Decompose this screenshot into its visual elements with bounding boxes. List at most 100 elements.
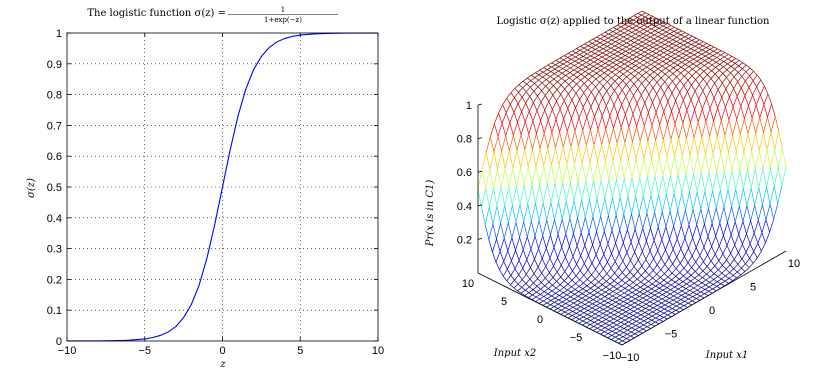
mesh-segment: [685, 32, 689, 35]
mesh-segment: [532, 291, 537, 296]
mesh-segment: [595, 309, 600, 312]
mesh-segment: [583, 87, 589, 93]
mesh-segment: [610, 45, 616, 49]
mesh-segment: [734, 68, 739, 73]
mesh-segment: [589, 292, 594, 296]
mesh-segment: [645, 40, 650, 45]
mesh-segment: [661, 239, 666, 251]
mesh-segment: [539, 296, 544, 300]
mesh-segment: [597, 61, 602, 65]
mesh-segment: [622, 42, 627, 46]
mesh-segment: [583, 278, 588, 284]
mesh-segment: [623, 32, 628, 36]
mesh-segment: [781, 166, 787, 186]
mesh-segment: [705, 108, 711, 122]
mesh-segment: [611, 335, 616, 338]
mesh-segment: [507, 205, 513, 223]
mesh-segment: [593, 326, 598, 329]
mesh-segment: [657, 302, 662, 306]
mesh-segment: [689, 58, 694, 62]
mesh-segment: [617, 89, 623, 97]
mesh-segment: [630, 333, 635, 337]
mesh-segment: [555, 147, 560, 165]
mesh-segment: [669, 239, 674, 250]
mesh-segment: [680, 225, 686, 239]
mesh-segment: [739, 118, 745, 135]
mesh-segment: [659, 312, 665, 316]
mesh-segment: [725, 264, 731, 270]
mesh-segment: [579, 275, 585, 281]
mesh-segment: [586, 57, 591, 61]
mesh-segment: [612, 291, 617, 294]
mesh-segment: [636, 281, 642, 286]
mesh-segment: [642, 228, 647, 242]
mesh-segment: [660, 42, 665, 45]
mesh-segment: [629, 89, 634, 96]
mesh-segment: [626, 266, 631, 273]
mesh-segment: [690, 280, 695, 284]
mesh-segment: [734, 234, 740, 246]
mesh-segment: [753, 220, 759, 234]
mesh-segment: [619, 230, 624, 243]
mesh-segment: [583, 51, 588, 55]
mesh-segment: [528, 110, 534, 122]
mesh-segment: [570, 294, 575, 298]
mesh-segment: [650, 292, 655, 296]
mesh-segment: [656, 264, 662, 271]
mesh-segment: [618, 40, 624, 44]
mesh-segment: [688, 237, 693, 249]
mesh-segment: [722, 69, 728, 74]
mesh-segment: [526, 259, 531, 268]
mesh-segment: [600, 67, 605, 71]
mesh-segment: [558, 70, 563, 74]
mesh-segment: [492, 223, 497, 240]
mesh-segment: [590, 285, 595, 289]
mesh-segment: [629, 271, 634, 277]
mesh-segment: [608, 322, 614, 326]
mesh-segment: [635, 294, 640, 297]
mesh-segment: [729, 268, 734, 273]
mesh-segment: [704, 172, 710, 192]
mesh-segment: [708, 284, 714, 288]
mesh-segment: [500, 223, 505, 239]
mesh-segment: [698, 78, 704, 85]
mesh-segment: [524, 110, 530, 122]
mesh-segment: [542, 76, 547, 80]
mesh-segment: [630, 70, 636, 74]
mesh-segment: [685, 64, 690, 67]
mesh-segment: [743, 188, 748, 206]
mesh-segment: [777, 185, 783, 204]
mesh-segment: [540, 120, 545, 134]
mesh-segment: [750, 169, 756, 189]
mesh-segment: [576, 74, 582, 78]
mesh-segment: [603, 333, 609, 337]
mesh-segment: [561, 78, 566, 82]
mesh-segment: [645, 82, 650, 89]
mesh-segment: [754, 187, 760, 206]
mesh-segment: [619, 299, 624, 302]
mesh-segment: [654, 27, 660, 32]
mesh-segment: [598, 287, 602, 291]
mesh-segment: [733, 275, 737, 279]
mesh-segment: [590, 55, 595, 59]
mesh-segment: [580, 76, 585, 81]
mesh-segment: [708, 286, 713, 290]
mesh-segment: [701, 287, 706, 290]
mesh-segment: [615, 34, 621, 38]
mesh-segment: [590, 282, 595, 286]
mesh-segment: [622, 73, 628, 78]
mesh-segment: [614, 272, 619, 278]
mesh-segment: [562, 61, 568, 65]
mesh-segment: [631, 60, 637, 64]
mesh-segment: [753, 243, 759, 252]
mesh-segment: [637, 271, 642, 276]
mesh-segment: [777, 148, 783, 168]
mesh-segment: [697, 289, 702, 293]
mesh-segment: [586, 55, 591, 59]
mesh-segment: [593, 63, 598, 67]
mesh-segment: [562, 301, 567, 304]
mesh-segment: [545, 277, 550, 283]
y-tick-label: 0: [56, 336, 62, 348]
x2-tick-label: 10: [462, 278, 474, 290]
mesh-segment: [655, 319, 660, 323]
